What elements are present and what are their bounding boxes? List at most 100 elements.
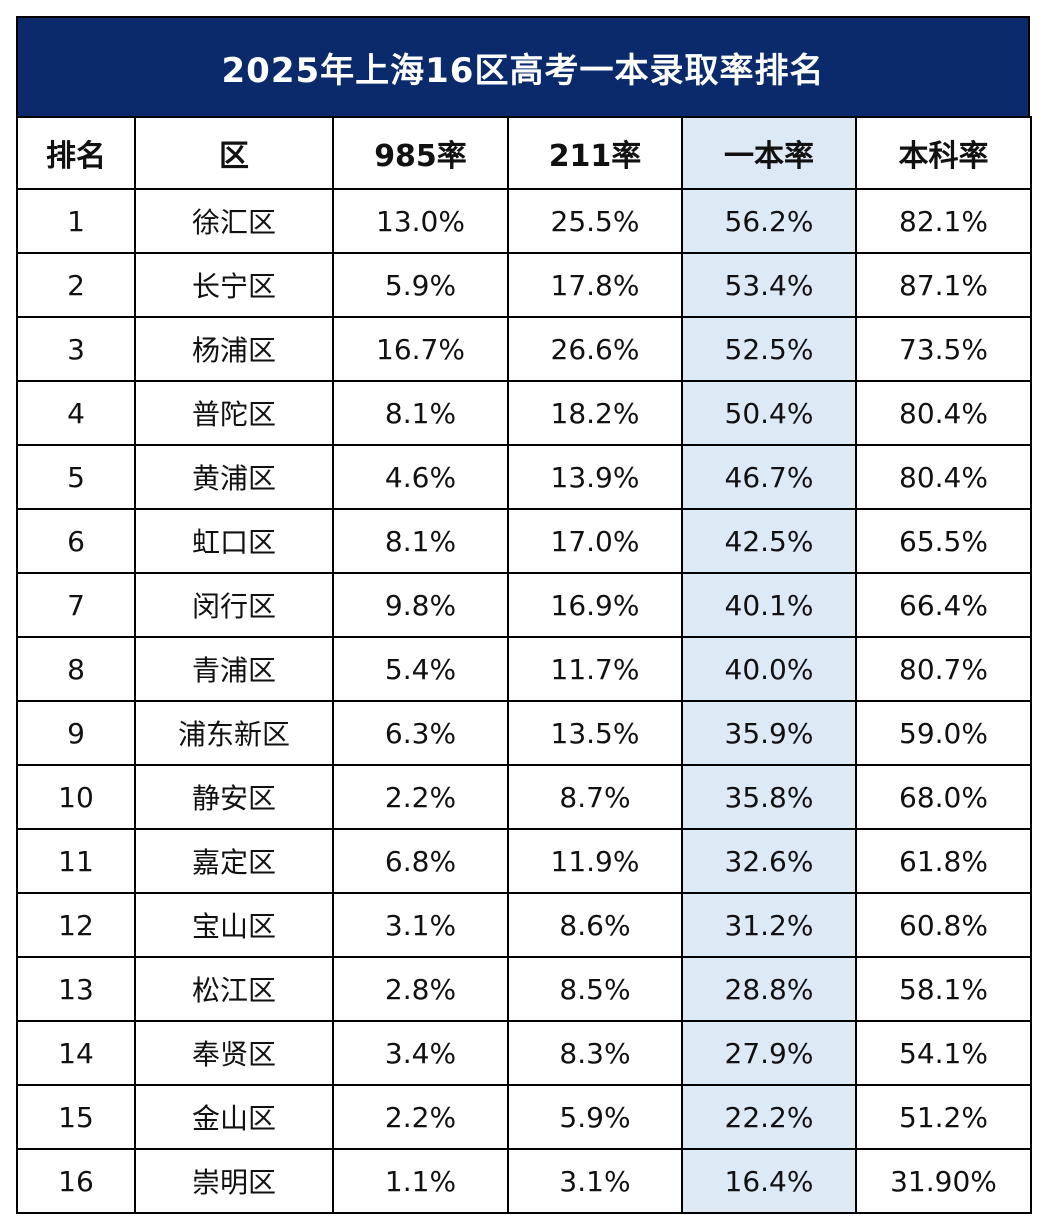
211-rate-cell: 8.5% xyxy=(507,956,683,1022)
ranking-table: 排名 区 985率 211率 一本率 本科率 1 徐汇区 13.0% 25.5% 56.… xyxy=(16,116,1032,1214)
district-cell: 静安区 xyxy=(134,764,334,830)
211-rate-cell: 13.9% xyxy=(507,444,683,510)
985-rate-cell: 9.8% xyxy=(332,572,509,638)
rank-cell: 15 xyxy=(16,1084,136,1150)
table-row: 5 黄浦区 4.6% 13.9% 46.7% 80.4% xyxy=(16,444,1032,510)
table-row: 13 松江区 2.8% 8.5% 28.8% 58.1% xyxy=(16,956,1032,1022)
985-rate-cell: 6.3% xyxy=(332,700,509,766)
district-cell: 青浦区 xyxy=(134,636,334,702)
district-cell: 浦东新区 xyxy=(134,700,334,766)
table-row: 9 浦东新区 6.3% 13.5% 35.9% 59.0% xyxy=(16,700,1032,766)
211-rate-cell: 13.5% xyxy=(507,700,683,766)
district-cell: 徐汇区 xyxy=(134,188,334,254)
undergrad-rate-cell: 60.8% xyxy=(855,892,1032,958)
rank-cell: 11 xyxy=(16,828,136,894)
header-211-rate: 211率 xyxy=(507,116,683,190)
table-row: 15 金山区 2.2% 5.9% 22.2% 51.2% xyxy=(16,1084,1032,1150)
header-district: 区 xyxy=(134,116,334,190)
district-cell: 虹口区 xyxy=(134,508,334,574)
985-rate-cell: 8.1% xyxy=(332,508,509,574)
undergrad-rate-cell: 66.4% xyxy=(855,572,1032,638)
table-row: 11 嘉定区 6.8% 11.9% 32.6% 61.8% xyxy=(16,828,1032,894)
tier1-rate-cell: 46.7% xyxy=(681,444,857,510)
rank-cell: 4 xyxy=(16,380,136,446)
985-rate-cell: 5.4% xyxy=(332,636,509,702)
table-row: 6 虹口区 8.1% 17.0% 42.5% 65.5% xyxy=(16,508,1032,574)
tier1-rate-cell: 22.2% xyxy=(681,1084,857,1150)
985-rate-cell: 4.6% xyxy=(332,444,509,510)
undergrad-rate-cell: 65.5% xyxy=(855,508,1032,574)
rank-cell: 14 xyxy=(16,1020,136,1086)
undergrad-rate-cell: 61.8% xyxy=(855,828,1032,894)
table-row: 3 杨浦区 16.7% 26.6% 52.5% 73.5% xyxy=(16,316,1032,382)
district-cell: 金山区 xyxy=(134,1084,334,1150)
undergrad-rate-cell: 87.1% xyxy=(855,252,1032,318)
table-row: 8 青浦区 5.4% 11.7% 40.0% 80.7% xyxy=(16,636,1032,702)
985-rate-cell: 3.4% xyxy=(332,1020,509,1086)
undergrad-rate-cell: 51.2% xyxy=(855,1084,1032,1150)
table-row: 12 宝山区 3.1% 8.6% 31.2% 60.8% xyxy=(16,892,1032,958)
tier1-rate-cell: 16.4% xyxy=(681,1148,857,1214)
district-cell: 宝山区 xyxy=(134,892,334,958)
ranking-table-container: 2025年上海16区高考一本录取率排名 排名 区 985率 211率 一本率 本… xyxy=(16,16,1032,1214)
table-row: 10 静安区 2.2% 8.7% 35.8% 68.0% xyxy=(16,764,1032,830)
211-rate-cell: 25.5% xyxy=(507,188,683,254)
header-tier1-rate: 一本率 xyxy=(681,116,857,190)
header-rank: 排名 xyxy=(16,116,136,190)
undergrad-rate-cell: 82.1% xyxy=(855,188,1032,254)
985-rate-cell: 8.1% xyxy=(332,380,509,446)
985-rate-cell: 16.7% xyxy=(332,316,509,382)
rank-cell: 7 xyxy=(16,572,136,638)
district-cell: 崇明区 xyxy=(134,1148,334,1214)
211-rate-cell: 17.8% xyxy=(507,252,683,318)
tier1-rate-cell: 28.8% xyxy=(681,956,857,1022)
211-rate-cell: 16.9% xyxy=(507,572,683,638)
district-cell: 普陀区 xyxy=(134,380,334,446)
tier1-rate-cell: 27.9% xyxy=(681,1020,857,1086)
211-rate-cell: 26.6% xyxy=(507,316,683,382)
district-cell: 杨浦区 xyxy=(134,316,334,382)
undergrad-rate-cell: 58.1% xyxy=(855,956,1032,1022)
undergrad-rate-cell: 80.4% xyxy=(855,444,1032,510)
table-row: 2 长宁区 5.9% 17.8% 53.4% 87.1% xyxy=(16,252,1032,318)
tier1-rate-cell: 40.0% xyxy=(681,636,857,702)
tier1-rate-cell: 35.8% xyxy=(681,764,857,830)
rank-cell: 8 xyxy=(16,636,136,702)
undergrad-rate-cell: 31.90% xyxy=(855,1148,1032,1214)
985-rate-cell: 6.8% xyxy=(332,828,509,894)
table-row: 7 闵行区 9.8% 16.9% 40.1% 66.4% xyxy=(16,572,1032,638)
undergrad-rate-cell: 73.5% xyxy=(855,316,1032,382)
985-rate-cell: 1.1% xyxy=(332,1148,509,1214)
rank-cell: 3 xyxy=(16,316,136,382)
table-title: 2025年上海16区高考一本录取率排名 xyxy=(16,16,1030,116)
tier1-rate-cell: 32.6% xyxy=(681,828,857,894)
header-undergrad-rate: 本科率 xyxy=(855,116,1032,190)
985-rate-cell: 13.0% xyxy=(332,188,509,254)
rank-cell: 16 xyxy=(16,1148,136,1214)
table-row: 14 奉贤区 3.4% 8.3% 27.9% 54.1% xyxy=(16,1020,1032,1086)
rank-cell: 6 xyxy=(16,508,136,574)
undergrad-rate-cell: 54.1% xyxy=(855,1020,1032,1086)
211-rate-cell: 5.9% xyxy=(507,1084,683,1150)
district-cell: 黄浦区 xyxy=(134,444,334,510)
table-row: 16 崇明区 1.1% 3.1% 16.4% 31.90% xyxy=(16,1148,1032,1214)
undergrad-rate-cell: 68.0% xyxy=(855,764,1032,830)
rank-cell: 10 xyxy=(16,764,136,830)
tier1-rate-cell: 56.2% xyxy=(681,188,857,254)
211-rate-cell: 8.6% xyxy=(507,892,683,958)
district-cell: 闵行区 xyxy=(134,572,334,638)
985-rate-cell: 2.2% xyxy=(332,764,509,830)
undergrad-rate-cell: 80.7% xyxy=(855,636,1032,702)
985-rate-cell: 3.1% xyxy=(332,892,509,958)
table-row: 4 普陀区 8.1% 18.2% 50.4% 80.4% xyxy=(16,380,1032,446)
tier1-rate-cell: 35.9% xyxy=(681,700,857,766)
district-cell: 松江区 xyxy=(134,956,334,1022)
rank-cell: 9 xyxy=(16,700,136,766)
rank-cell: 2 xyxy=(16,252,136,318)
district-cell: 奉贤区 xyxy=(134,1020,334,1086)
tier1-rate-cell: 53.4% xyxy=(681,252,857,318)
table-row: 1 徐汇区 13.0% 25.5% 56.2% 82.1% xyxy=(16,188,1032,254)
tier1-rate-cell: 42.5% xyxy=(681,508,857,574)
tier1-rate-cell: 31.2% xyxy=(681,892,857,958)
211-rate-cell: 11.9% xyxy=(507,828,683,894)
